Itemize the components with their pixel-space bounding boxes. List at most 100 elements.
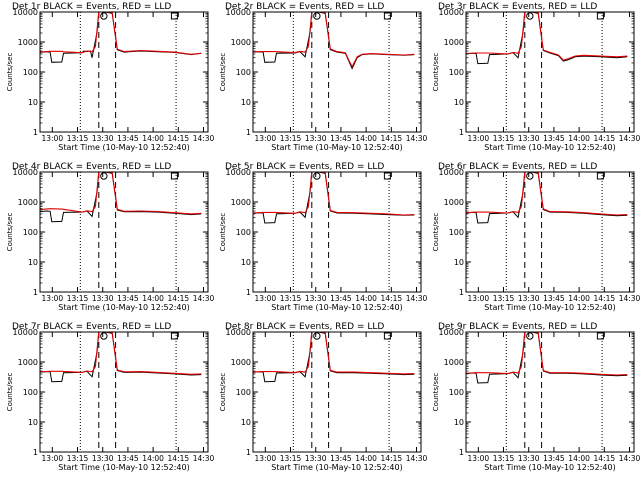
x-tick-label: 14:15 [594,134,616,143]
x-tick-label: 13:15 [493,134,515,143]
y-tick-label: 10 [454,98,464,107]
y-axis-label: Counts/sec [219,373,227,412]
marker-square [383,332,391,340]
y-tick-label: 1 [459,128,464,137]
marker-square [596,172,604,180]
series-line-lld [253,12,415,68]
x-axis-label: Start Time (10-May-10 12:52:40) [58,303,189,312]
y-tick-label: 10 [454,418,464,427]
marker-circle [526,12,534,20]
y-tick-label: 10000 [439,168,464,177]
x-tick-label: 13:15 [67,134,89,143]
y-tick-label: 100 [449,68,464,77]
x-tick-label: 14:15 [381,294,403,303]
x-tick-label: 13:30 [305,294,327,303]
y-tick-label: 1 [459,448,464,457]
series-group [40,332,202,383]
x-tick-label: 13:00 [468,294,490,303]
series-group [253,172,415,224]
x-tick-label: 14:15 [381,134,403,143]
x-axis-label: Start Time (10-May-10 12:52:40) [58,143,189,152]
x-tick-label: 13:45 [117,454,139,463]
series-group [253,332,415,383]
x-tick-label: 14:00 [142,294,164,303]
series-line-lld [40,12,202,55]
x-tick-label: 13:45 [543,134,565,143]
x-tick-label: 14:00 [568,294,590,303]
y-tick-label: 10000 [13,168,38,177]
series-line-lld [253,172,415,216]
marker-circle [100,12,108,20]
y-axis-label: Counts/sec [219,213,227,252]
y-tick-label: 100 [236,388,251,397]
x-tick-label: 13:30 [518,294,540,303]
y-tick-label: 1 [459,288,464,297]
y-tick-label: 10000 [439,328,464,337]
marker-circle [100,172,108,180]
y-tick-label: 1000 [18,358,38,367]
y-tick-label: 10000 [226,328,251,337]
x-tick-label: 13:45 [543,294,565,303]
series-line-lld [253,332,415,375]
x-tick-label: 13:30 [92,134,114,143]
x-tick-label: 14:30 [193,454,215,463]
y-tick-label: 100 [236,228,251,237]
x-tick-label: 14:00 [142,134,164,143]
x-tick-label: 13:15 [280,134,302,143]
chart-title: Det 7r BLACK = Events, RED = LLD [12,322,171,332]
series-group [466,332,628,384]
x-tick-label: 14:30 [619,454,640,463]
chart-panel-2: 1 10 100 1000 10000 13:00 13:15 13:30 13:45 14:00… [219,2,428,152]
series-line-lld [40,332,202,375]
y-tick-label: 1000 [18,38,38,47]
y-tick-label: 10000 [226,8,251,17]
x-tick-label: 14:30 [619,294,640,303]
x-tick-label: 14:15 [594,294,616,303]
y-axis-label: Counts/sec [432,373,440,412]
y-tick-label: 1 [246,128,251,137]
chart-title: Det 5r BLACK = Events, RED = LLD [225,162,384,172]
x-tick-label: 13:00 [468,134,490,143]
y-tick-label: 1000 [231,198,251,207]
x-tick-label: 13:00 [42,454,64,463]
chart-title: Det 4r BLACK = Events, RED = LLD [12,162,171,172]
chart-title: Det 6r BLACK = Events, RED = LLD [438,162,597,172]
x-tick-label: 13:30 [305,454,327,463]
x-axis-label: Start Time (10-May-10 12:52:40) [58,463,189,472]
x-tick-label: 13:30 [518,134,540,143]
x-tick-label: 13:15 [67,454,89,463]
marker-square [596,332,604,340]
series-line-events [466,12,628,65]
chart-title: Det 1r BLACK = Events, RED = LLD [12,2,171,12]
x-axis-label: Start Time (10-May-10 12:52:40) [484,303,615,312]
y-axis-label: Counts/sec [432,53,440,92]
x-axis-label: Start Time (10-May-10 12:52:40) [271,303,402,312]
chart-panel-5: 1 10 100 1000 10000 13:00 13:15 13:30 13:45 14:00… [219,162,428,312]
y-axis-label: Counts/sec [6,213,14,252]
y-tick-label: 10 [241,258,251,267]
x-tick-label: 14:00 [355,294,377,303]
marker-square [170,12,178,20]
marker-circle [313,332,321,340]
y-tick-label: 1000 [231,38,251,47]
chart-panel-1: 1 10 100 1000 10000 13:00 13:15 13:30 13:45 14:00… [6,2,215,152]
x-tick-label: 13:15 [493,454,515,463]
x-tick-label: 14:15 [168,134,190,143]
y-tick-label: 1 [33,448,38,457]
x-tick-label: 13:00 [42,134,64,143]
chart-panel-6: 1 10 100 1000 10000 13:00 13:15 13:30 13:45 14:00… [432,162,640,312]
x-tick-label: 14:30 [193,134,215,143]
x-tick-label: 13:30 [305,134,327,143]
x-tick-label: 13:45 [330,454,352,463]
marker-circle [526,332,534,340]
x-tick-label: 14:30 [193,294,215,303]
x-tick-label: 14:30 [619,134,640,143]
series-line-lld [466,332,628,376]
x-tick-label: 13:45 [543,454,565,463]
y-tick-label: 1000 [444,198,464,207]
x-tick-label: 14:30 [406,134,428,143]
x-tick-label: 14:15 [168,294,190,303]
marker-square [383,172,391,180]
y-tick-label: 1 [246,448,251,457]
